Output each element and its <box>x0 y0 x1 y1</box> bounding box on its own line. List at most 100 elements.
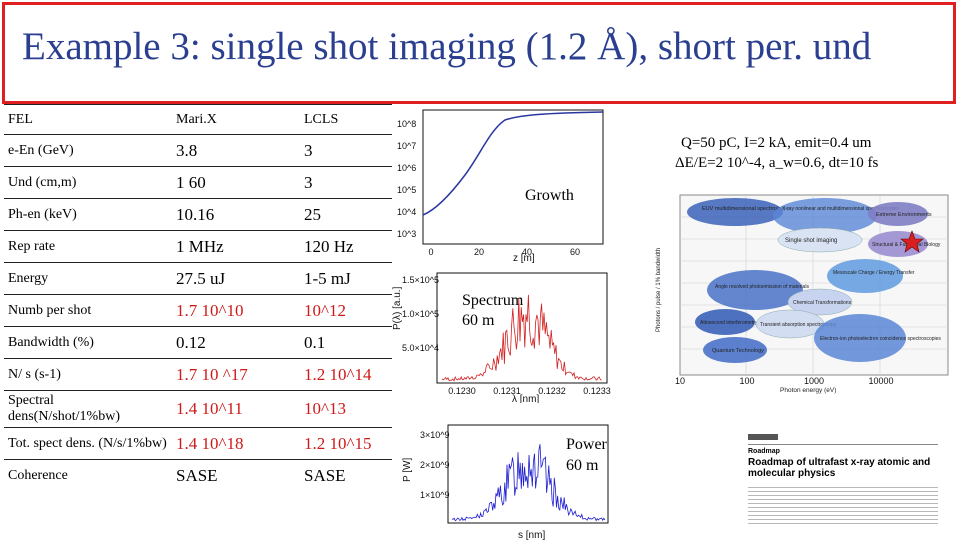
bubble-quantum <box>703 337 767 363</box>
bubble-arpes-text: Angle resolved photoemission of material… <box>715 284 809 290</box>
bubble-single-shot <box>777 227 863 253</box>
cell-lcls: 3 <box>300 166 392 199</box>
roadmap-xtick: 100 <box>739 376 754 386</box>
bubble-coincidence <box>814 314 906 362</box>
paper-title: Roadmap of ultrafast x-ray atomic and mo… <box>748 457 931 479</box>
bubble-structural-text: Structural & Functional Biology <box>872 242 941 248</box>
bubble-chemical-text: Chemical Transformations <box>793 300 852 306</box>
cell-marix: 1 60 <box>172 166 300 199</box>
spectrum-ytick: 5.0×10^4 <box>402 343 439 353</box>
growth-xlabel: z [m] <box>513 253 535 264</box>
cell-label: Bandwidth (%) <box>4 326 172 359</box>
spectrum-xtick: 0.1233 <box>583 386 611 396</box>
spectrum-label: Spectrum <box>462 292 524 309</box>
power-ytick: 3×10^9 <box>420 430 450 440</box>
growth-ytick: 10^3 <box>397 229 416 239</box>
table-row: Coherence SASE SASE <box>4 459 392 492</box>
cell-marix: SASE <box>172 459 300 492</box>
growth-ytick: 10^8 <box>397 119 416 129</box>
cell-lcls: 1-5 mJ <box>300 262 392 295</box>
power-ytick: 2×10^9 <box>420 460 450 470</box>
cell-label: Rep rate <box>4 230 172 263</box>
spectrum-label-60m: 60 m <box>462 312 495 329</box>
growth-ytick: 10^5 <box>397 185 416 195</box>
cell-label: e-En (GeV) <box>4 134 172 167</box>
table-row: Ph-en (keV) 10.16 25 <box>4 198 392 231</box>
cell-marix: 1.7 10 ^17 <box>172 358 300 391</box>
table-row: Tot. spect dens. (N/s/1%bw) 1.4 10^18 1.2 … <box>4 427 392 460</box>
cell-lcls: LCLS <box>300 104 392 135</box>
power-ytick: 1×10^9 <box>420 490 450 500</box>
cell-label: Energy <box>4 262 172 295</box>
bubble-attosecond <box>695 309 755 335</box>
power-plot-frame <box>447 424 609 524</box>
growth-curve <box>422 111 604 216</box>
spectrum-ytick: 1.5×10^5 <box>402 275 439 285</box>
cell-label: Tot. spect dens. (N/s/1%bw) <box>4 427 172 460</box>
spectrum-plot-frame <box>436 272 608 384</box>
paper-section: Roadmap <box>748 448 780 455</box>
bubble-arpes <box>707 270 803 310</box>
cell-label: Und (cm,m) <box>4 166 172 199</box>
paper-authors-block <box>748 484 938 524</box>
table-row: Spectral dens(N/shot/1%bw) 1.4 10^11 10^13 <box>4 390 392 428</box>
cell-marix: 27.5 uJ <box>172 262 300 295</box>
spectrum-ytick: 1.0×10^5 <box>402 309 439 319</box>
power-plot: 3×10^9 2×10^9 1×10^9 P [W] s [nm] <box>402 424 609 540</box>
paper-journal-logo <box>748 434 778 440</box>
star-marker-icon <box>900 230 924 253</box>
title-frame <box>2 2 956 104</box>
bubble-nonlinear-text: X-ray nonlinear and multidimensional spe… <box>782 206 900 212</box>
bubble-extreme-text: Extreme Environments <box>876 212 932 218</box>
table-row: Energy 27.5 uJ 1-5 mJ <box>4 262 392 295</box>
bubble-euv <box>687 198 783 226</box>
slide-title: Example 3: single shot imaging (1.2 Å), … <box>22 25 872 68</box>
roadmap-xlabel: Photon energy (eV) <box>780 387 836 394</box>
table-row: Bandwidth (%) 0.12 0.1 <box>4 326 392 359</box>
cell-lcls: 1.2 10^15 <box>300 427 392 460</box>
table-row: FEL Mari.X LCLS <box>4 104 392 135</box>
bubble-mesoscale-text: Mesoscale Charge / Energy Transfer <box>833 270 915 276</box>
growth-ytick: 10^4 <box>397 207 416 217</box>
spectrum-xtick: 0.1230 <box>448 386 476 396</box>
power-label: Power <box>566 436 607 453</box>
spectrum-xtick: 0.1231 <box>493 386 521 396</box>
table-row: Rep rate 1 MHz 120 Hz <box>4 230 392 263</box>
roadmap-xtick: 10000 <box>868 376 893 386</box>
bubble-single-shot-text: Single shot imaging <box>785 238 837 244</box>
table-row: N/ s (s-1) 1.7 10 ^17 1.2 10^14 <box>4 358 392 391</box>
cell-label: FEL <box>4 104 172 135</box>
cell-lcls: SASE <box>300 459 392 492</box>
table-row: Und (cm,m) 1 60 3 <box>4 166 392 199</box>
cell-label: Numb per shot <box>4 294 172 327</box>
growth-xtick: 20 <box>474 247 484 257</box>
roadmap-ylabel: Photons / pulse / 1% bandwidth <box>656 248 662 332</box>
power-label-60m: 60 m <box>566 457 599 474</box>
cell-marix: 1.4 10^11 <box>172 390 300 428</box>
growth-label: Growth <box>525 187 574 204</box>
cell-lcls: 120 Hz <box>300 230 392 263</box>
growth-xtick: 40 <box>522 247 532 257</box>
cell-lcls: 10^12 <box>300 294 392 327</box>
cell-marix: Mari.X <box>172 104 300 135</box>
growth-xtick: 60 <box>570 247 580 257</box>
bubble-chemical <box>787 288 853 316</box>
growth-xtick: 0 <box>428 247 433 257</box>
power-curve <box>452 444 606 522</box>
cell-label: Coherence <box>4 459 172 492</box>
spectrum-xtick: 0.1232 <box>538 386 566 396</box>
roadmap-figure: EUV multidimensional spectroscopy X-ray … <box>656 194 949 394</box>
growth-ytick: 10^6 <box>397 163 416 173</box>
cell-lcls: 1.2 10^14 <box>300 358 392 391</box>
cell-lcls: 3 <box>300 134 392 167</box>
roadmap-xtick: 10 <box>675 376 685 386</box>
cell-marix: 1.7 10^10 <box>172 294 300 327</box>
roadmap-xtick: 1000 <box>804 376 824 386</box>
bubble-transient-text: Transient absorption spectroscopy <box>760 322 837 328</box>
table-row: e-En (GeV) 3.8 3 <box>4 134 392 167</box>
cell-marix: 0.12 <box>172 326 300 359</box>
paper-thumbnail: Roadmap Roadmap of ultrafast x-ray atomi… <box>740 432 950 532</box>
paper-header-rule <box>748 444 938 445</box>
bubble-euv-text: EUV multidimensional spectroscopy <box>702 206 790 212</box>
cell-lcls: 25 <box>300 198 392 231</box>
